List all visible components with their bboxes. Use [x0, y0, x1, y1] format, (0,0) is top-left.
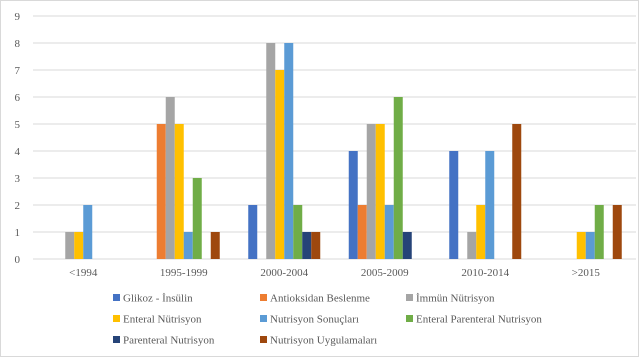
bar: [485, 151, 495, 259]
bar: [156, 124, 166, 259]
y-tick-label: 7: [15, 65, 21, 77]
bar: [612, 205, 622, 259]
legend-label: İmmün Nütrisyon: [416, 293, 495, 305]
bar: [174, 124, 184, 259]
bar: [585, 232, 595, 259]
bar: [476, 205, 486, 259]
legend-label: Enteral Parenteral Nutrisyon: [416, 314, 542, 326]
bar: [248, 205, 258, 259]
legend-label: Glikoz - İnsülin: [123, 293, 193, 305]
bar: [512, 124, 522, 259]
x-tick-label: 2010-2014: [461, 267, 509, 279]
bar: [366, 124, 376, 259]
legend-swatch: [406, 294, 413, 301]
bar: [348, 151, 358, 259]
y-tick-label: 2: [15, 200, 21, 212]
bar: [192, 178, 202, 259]
legend-swatch: [113, 336, 120, 343]
y-tick-label: 9: [15, 11, 21, 23]
x-tick-label: 1995-1999: [160, 267, 208, 279]
bar: [210, 232, 220, 259]
x-tick-label: >2015: [572, 267, 601, 279]
y-axis-ticks: 0 1 2 3 4 5 6 7 8 9: [15, 11, 21, 266]
bar: [183, 232, 193, 259]
x-tick-label: 2005-2009: [361, 267, 409, 279]
y-tick-label: 0: [15, 254, 21, 266]
legend-label: Antioksidan Beslenme: [270, 293, 370, 305]
bar: [266, 43, 276, 259]
bar: [311, 232, 321, 259]
bar: [83, 205, 93, 259]
bar: [293, 205, 303, 259]
bar: [65, 232, 75, 259]
bar: [74, 232, 84, 259]
legend-label: Parenteral Nutrisyon: [123, 335, 215, 347]
legend-label: Nutrisyon Uygulamaları: [270, 335, 377, 347]
legend-label: Nutrisyon Sonuçları: [270, 314, 359, 326]
legend-label: Enteral Nütrisyon: [123, 314, 202, 326]
bars: [65, 43, 622, 259]
legend-swatch: [406, 315, 413, 322]
y-tick-label: 5: [15, 119, 21, 131]
bar: [284, 43, 294, 259]
bar: [375, 124, 385, 259]
bar: [449, 151, 459, 259]
bar: [357, 205, 367, 259]
bar: [302, 232, 312, 259]
y-tick-label: 6: [15, 92, 21, 104]
y-tick-label: 8: [15, 38, 21, 50]
legend-swatch: [260, 315, 267, 322]
bar: [384, 205, 394, 259]
y-tick-label: 1: [15, 227, 21, 239]
legend-swatch: [260, 294, 267, 301]
y-tick-label: 3: [15, 173, 21, 185]
legend: Glikoz - İnsülin Antioksidan Beslenme İmmü…: [113, 293, 542, 347]
legend-swatch: [113, 294, 120, 301]
bar: [467, 232, 477, 259]
bar: [576, 232, 586, 259]
bar: [275, 70, 285, 259]
gridlines: [33, 15, 636, 260]
legend-swatch: [113, 315, 120, 322]
x-axis-ticks: <1994 1995-1999 2000-2004 2005-2009 2010-201…: [69, 267, 600, 279]
x-tick-label: <1994: [69, 267, 98, 279]
y-tick-label: 4: [15, 146, 21, 158]
bar: [165, 97, 175, 259]
x-tick-label: 2000-2004: [260, 267, 308, 279]
bar: [594, 205, 604, 259]
bar: [402, 232, 412, 259]
legend-swatch: [260, 336, 267, 343]
bar: [393, 97, 403, 259]
